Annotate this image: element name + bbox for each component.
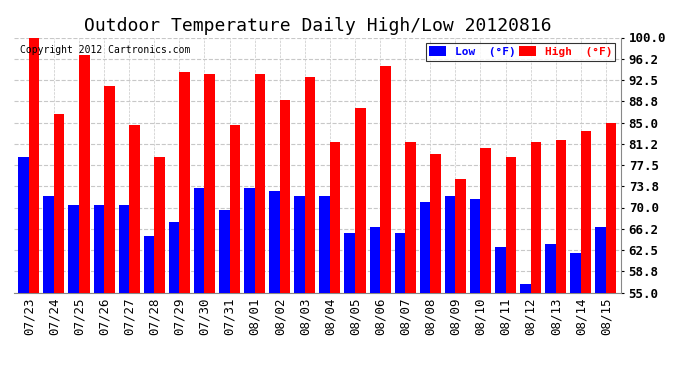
Bar xyxy=(555,140,566,292)
Bar xyxy=(480,148,491,292)
Title: Outdoor Temperature Daily High/Low 20120816: Outdoor Temperature Daily High/Low 20120… xyxy=(83,16,551,34)
Bar xyxy=(244,188,255,292)
Bar xyxy=(431,154,441,292)
Bar xyxy=(506,156,516,292)
Bar xyxy=(169,222,179,292)
Bar xyxy=(204,74,215,292)
Bar xyxy=(405,142,416,292)
Bar xyxy=(370,227,380,292)
Bar xyxy=(119,205,129,292)
Bar xyxy=(79,54,90,292)
Bar xyxy=(179,72,190,292)
Bar xyxy=(144,236,155,292)
Bar xyxy=(230,125,240,292)
Bar xyxy=(455,179,466,292)
Bar xyxy=(355,108,366,292)
Bar xyxy=(545,244,555,292)
Bar xyxy=(595,227,606,292)
Bar xyxy=(155,156,165,292)
Bar xyxy=(330,142,340,292)
Bar xyxy=(520,284,531,292)
Bar xyxy=(470,199,480,292)
Bar xyxy=(344,233,355,292)
Legend: Low  (°F), High  (°F): Low (°F), High (°F) xyxy=(426,43,615,60)
Bar xyxy=(19,156,29,292)
Bar xyxy=(295,196,305,292)
Bar xyxy=(129,125,140,292)
Bar xyxy=(305,77,315,292)
Bar xyxy=(495,247,506,292)
Bar xyxy=(94,205,104,292)
Bar xyxy=(445,196,455,292)
Bar xyxy=(279,100,290,292)
Bar xyxy=(319,196,330,292)
Text: Copyright 2012 Cartronics.com: Copyright 2012 Cartronics.com xyxy=(20,45,190,55)
Bar xyxy=(380,66,391,292)
Bar xyxy=(194,188,204,292)
Bar xyxy=(219,210,230,292)
Bar xyxy=(255,74,265,292)
Bar xyxy=(68,205,79,292)
Bar xyxy=(395,233,405,292)
Bar xyxy=(29,38,39,292)
Bar xyxy=(54,114,64,292)
Bar xyxy=(581,131,591,292)
Bar xyxy=(43,196,54,292)
Bar xyxy=(269,190,279,292)
Bar xyxy=(104,86,115,292)
Bar xyxy=(571,253,581,292)
Bar xyxy=(606,123,616,292)
Bar xyxy=(531,142,541,292)
Bar xyxy=(420,202,431,292)
